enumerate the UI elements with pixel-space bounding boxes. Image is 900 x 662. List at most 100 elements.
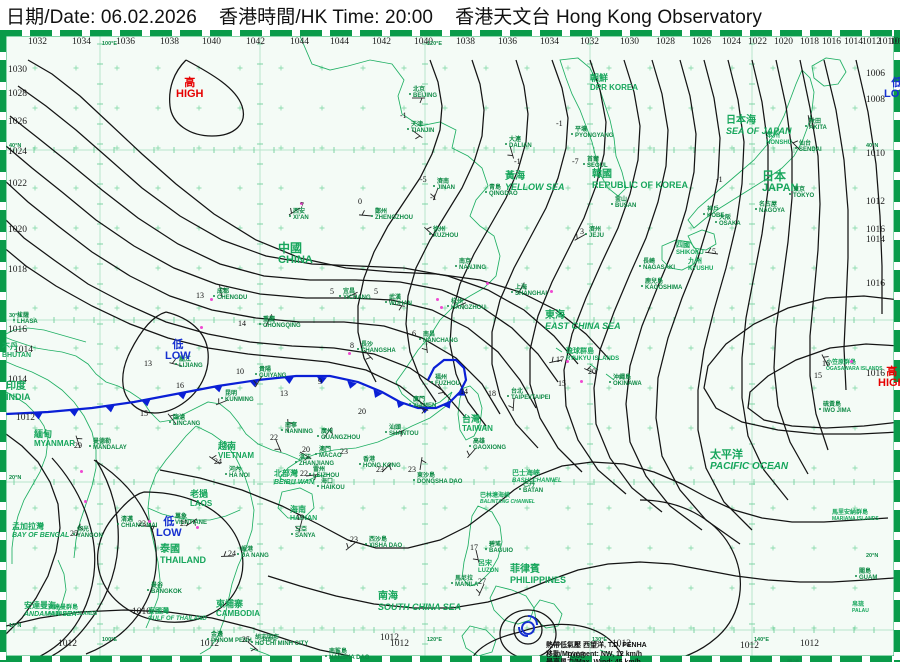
city-label-en: JINAN: [437, 185, 456, 191]
graticule-label: 20°N: [9, 475, 22, 481]
geo-label-cn: 韓國: [592, 169, 612, 180]
city-label-cn: 拉薩: [17, 313, 30, 319]
city-label-cn: 三亞: [295, 527, 308, 533]
city-label-cn: 東京: [793, 187, 806, 193]
isobar-label: 1006: [866, 69, 885, 79]
geo-label-en: BHUTAN: [2, 352, 32, 359]
station-temperature: 17: [556, 355, 564, 364]
geo-label-en: YELLOW SEA: [505, 182, 565, 192]
city-label: 平壤 PYONGYANG: [575, 127, 613, 139]
city-label-cn: 南寧: [285, 423, 298, 429]
city-label: 河內 HA NOI: [229, 467, 250, 479]
station-dot: [357, 348, 359, 350]
station-dot: [429, 233, 431, 235]
station-dot: [413, 479, 415, 481]
station-temperature: 5: [374, 287, 378, 296]
isobar-label: 1030: [8, 65, 27, 75]
city-label-en: GUAM: [859, 575, 878, 581]
city-label-cn: 長沙: [361, 342, 374, 348]
station-temperature: 16: [176, 381, 184, 390]
city-label: 澳門 MACAO: [319, 447, 342, 459]
city-label: 宜昌 YICHANG: [343, 289, 371, 301]
geo-label: 安達曼海 ANDAMAN SEA: [24, 602, 77, 619]
coastlines: [6, 36, 847, 656]
frame-right: [894, 30, 900, 662]
header-time: 香港時間/HK Time: 20:00: [218, 6, 434, 28]
isobar-label: 1020: [774, 37, 793, 47]
graticule-label: 100°E: [102, 41, 118, 47]
city-label-cn: 福州: [435, 375, 448, 381]
pressure-centre-en: LOW: [156, 527, 182, 539]
station-dot: [325, 655, 327, 657]
station-temperature: 6: [412, 329, 416, 338]
station-temperature: 13: [196, 291, 204, 300]
station-temperature: 19: [296, 513, 304, 522]
geo-label-en: HONSHU: [766, 140, 793, 146]
station-temperature: 0: [358, 197, 362, 206]
geo-label: 太平洋 PACIFIC OCEAN: [710, 450, 788, 472]
city-label-cn: 首爾: [587, 157, 600, 163]
station-dot: [385, 431, 387, 433]
city-label: 福州 FUZHOU: [435, 375, 460, 387]
surface-analysis-chart[interactable]: 1032 1034 1036 1038 1040 1042 1044 1044 1042 1040…: [0, 30, 900, 662]
city-label: 青島 QINGDAO: [489, 185, 518, 197]
city-label-cn: 昆明: [225, 391, 238, 397]
geo-label-cn: 小笠原群島: [826, 360, 857, 366]
city-label: 馬尼拉 MANILA: [455, 576, 478, 588]
city-label-cn: 臨滄: [173, 415, 186, 421]
cold-front-pips: [33, 376, 466, 420]
city-label: 釜山 BUSAN: [615, 197, 636, 209]
city-label-cn: 碧瑤: [489, 542, 502, 548]
geo-label-en: EAST CHINA SEA: [545, 321, 621, 331]
isobar-label: 1008: [566, 651, 585, 661]
city-label-cn: 西沙島: [369, 537, 388, 543]
city-label: 仙台 SENDAI: [799, 141, 822, 153]
station-dot: [13, 319, 15, 321]
city-label-cn: 釜山: [615, 197, 628, 203]
station-temperature: 27: [478, 577, 486, 586]
city-label: 台北 TAIPEI/TAIPEI: [511, 389, 550, 401]
geo-label: 巴林塘海峽 BALINTANG CHANNEL: [480, 493, 535, 505]
city-label-en: NANJING: [459, 265, 487, 271]
geo-label-cn: 孟加拉灣: [12, 522, 44, 531]
isobar-label: 1024: [8, 147, 27, 157]
station-temperature: 22: [270, 433, 278, 442]
city-label-en: XISHA DAO: [369, 543, 403, 549]
pressure-centre-en: HIGH: [878, 377, 900, 389]
geo-label: 馬里安納群島 MARIANA ISLANDS: [832, 510, 879, 522]
geo-label-cn: 巴林塘海峽: [480, 493, 511, 499]
header-date: 日期/Date: 06.02.2026: [6, 6, 197, 28]
station-dot: [455, 265, 457, 267]
city-label-cn: 澳門: [319, 447, 332, 453]
city-label: 南昌 NANCHANG: [423, 332, 458, 344]
station-dot: [259, 323, 261, 325]
city-label-cn: 海口: [321, 479, 334, 485]
city-label-en: XUZHOU: [433, 233, 459, 239]
precip-marker: [80, 470, 83, 473]
pressure-centre-cn: 高: [184, 77, 196, 89]
geo-label: 台灣 TAIWAN: [462, 415, 493, 433]
geo-label-en: DPR KOREA: [590, 83, 639, 92]
station-temperature: 10: [236, 367, 244, 376]
precip-marker: [84, 500, 87, 503]
isobar-label: 1012: [862, 37, 881, 47]
city-label-en: NAGASAKI: [643, 265, 676, 271]
city-label-en: BAGUIO: [489, 548, 513, 554]
graticule-label: 40°N: [866, 143, 879, 149]
wind-barbs: [75, 97, 829, 652]
frame-top: [0, 30, 900, 36]
station-dot: [117, 523, 119, 525]
city-label-cn: 湛江: [299, 455, 312, 461]
geo-label-cn: 本州: [766, 132, 780, 139]
graticule-label: 10°N: [9, 623, 22, 629]
geo-label-cn: 菲律賓: [510, 564, 540, 575]
city-label: 成都 CHENGDU: [217, 289, 247, 301]
city-label-en: NANNING: [285, 429, 313, 435]
city-label: 東京 TOKYO: [793, 187, 814, 199]
geo-label: 泰國 THAILAND: [160, 545, 206, 565]
geo-label-cn: 朝鮮: [590, 73, 609, 83]
isobar-label: 1018: [800, 37, 819, 47]
city-label: 杭州 HANGZHOU: [451, 299, 486, 311]
